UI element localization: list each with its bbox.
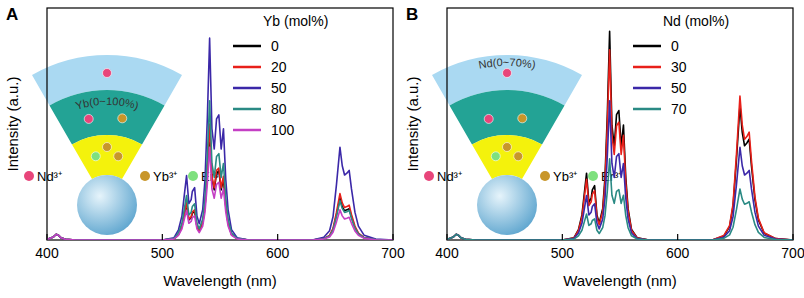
spectrum-line [47, 101, 393, 240]
legend-swatch [233, 87, 261, 90]
panel: Nd(0~70%)Nd³⁺Yb³⁺Er³⁺400500600700Wavelen… [404, 5, 804, 289]
x-tick [446, 234, 447, 240]
ion-key-label: Nd³⁺ [437, 169, 462, 184]
ion-key-label: Yb³⁺ [553, 169, 577, 184]
ion-dot [84, 114, 93, 123]
x-tick-label: 700 [381, 245, 405, 261]
ion-key-dot [24, 171, 34, 181]
legend-label: 50 [271, 80, 287, 96]
shell-inner [472, 135, 542, 179]
x-tick [277, 234, 278, 240]
ion-key-dot [424, 171, 434, 181]
x-tick [162, 234, 163, 240]
legend-label: 20 [271, 59, 287, 75]
plot-frame [47, 8, 393, 240]
spectrum-line [47, 38, 393, 240]
core-sphere [77, 175, 137, 235]
ion-dot [503, 143, 512, 152]
panel-label: B [406, 5, 418, 24]
panel: Yb(0~100%)Nd³⁺Yb³⁺Er³⁺400500600700Wavele… [4, 5, 405, 289]
legend: Yb (mol%) 0 20 50 80 100 [233, 13, 328, 138]
plot-frame [447, 8, 793, 240]
spectrum-line [47, 147, 393, 240]
layer-label: Yb(0~100%) [74, 95, 140, 112]
legend-swatch [633, 108, 661, 111]
legend-swatch [633, 66, 661, 69]
legend-title: Yb (mol%) [263, 13, 328, 29]
legend-swatch [233, 108, 261, 111]
x-tick-label: 600 [666, 245, 690, 261]
ion-dot [103, 143, 112, 152]
legend-label: 80 [271, 101, 287, 117]
ion-dot [514, 152, 523, 161]
legend-swatch [233, 66, 261, 69]
series-group [447, 31, 793, 240]
legend-label: 50 [671, 80, 687, 96]
legend-label: 30 [671, 59, 687, 75]
x-tick [792, 234, 793, 240]
legend-swatch [633, 45, 661, 48]
ion-dot [484, 114, 493, 123]
x-tick [392, 234, 393, 240]
ion-key-dot [188, 171, 198, 181]
x-tick-label: 700 [781, 245, 804, 261]
ion-dot [91, 152, 100, 161]
legend-label: 0 [271, 38, 279, 54]
ion-dot [118, 114, 127, 123]
ion-dot [518, 114, 527, 123]
y-axis-label: Intensity (a.u.) [404, 76, 421, 171]
figure: Yb(0~100%)Nd³⁺Yb³⁺Er³⁺400500600700Wavele… [0, 0, 804, 298]
legend-label: 0 [671, 38, 679, 54]
panel-label: A [6, 5, 18, 24]
legend-swatch [233, 45, 261, 48]
ion-key-dot [140, 171, 150, 181]
spectrum-line [447, 31, 793, 240]
ion-key-dot [588, 171, 598, 181]
y-axis-label: Intensity (a.u.) [4, 76, 21, 171]
spectrum-line [447, 159, 793, 240]
ion-dot [503, 69, 512, 78]
legend-swatch [633, 87, 661, 90]
spectrum-line [447, 101, 793, 240]
x-tick-label: 400 [35, 245, 59, 261]
core-sphere [477, 175, 537, 235]
x-tick [46, 234, 47, 240]
layer-label-path: Yb(0~100%) [74, 95, 140, 112]
legend-label: 100 [271, 122, 295, 138]
legend: Nd (mol%) 0 30 50 70 [633, 13, 729, 117]
spectrum-line [447, 50, 793, 240]
x-axis-label: Wavelength (nm) [163, 272, 277, 289]
shell-inner [72, 135, 142, 179]
x-tick-label: 500 [151, 245, 175, 261]
x-tick [562, 234, 563, 240]
series-group [47, 38, 393, 240]
ion-key-label: Nd³⁺ [37, 169, 62, 184]
ion-dot [114, 152, 123, 161]
layer-label-path: Nd(0~70%) [477, 56, 536, 71]
legend-swatch [233, 129, 261, 132]
x-tick-label: 600 [266, 245, 290, 261]
x-tick-label: 400 [435, 245, 459, 261]
x-axis-label: Wavelength (nm) [563, 272, 677, 289]
x-tick [677, 234, 678, 240]
ion-key-label: Yb³⁺ [153, 169, 177, 184]
x-tick-label: 500 [551, 245, 575, 261]
ion-key-dot [540, 171, 550, 181]
ion-dot [103, 69, 112, 78]
legend-title: Nd (mol%) [663, 13, 729, 29]
layer-label: Nd(0~70%) [477, 56, 536, 71]
ion-dot [491, 152, 500, 161]
legend-label: 70 [671, 101, 687, 117]
